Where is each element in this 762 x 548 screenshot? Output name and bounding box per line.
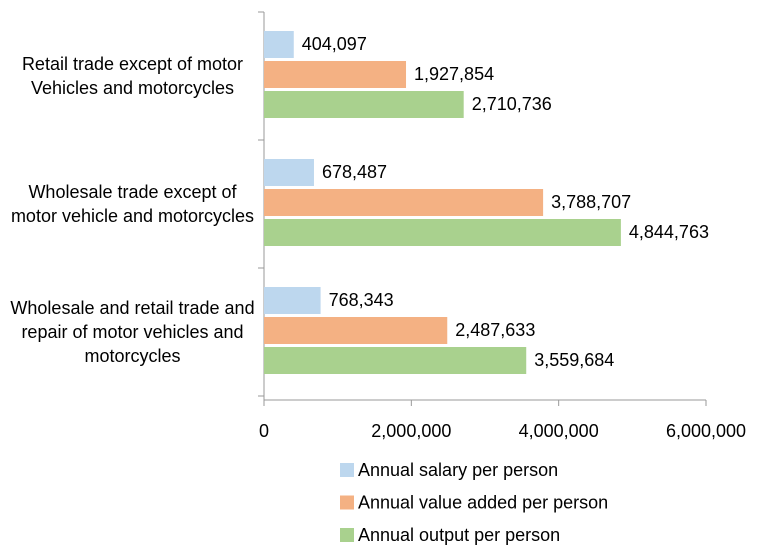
bar <box>264 347 527 374</box>
legend-swatch <box>340 528 354 542</box>
value-label: 768,343 <box>329 290 394 310</box>
y-tick-label: Retail trade except of motor Vehicles an… <box>21 54 244 98</box>
value-label: 678,487 <box>322 162 387 182</box>
bar <box>264 317 448 344</box>
value-label: 3,559,684 <box>534 350 614 370</box>
legend-label: Annual output per person <box>358 525 560 545</box>
bar <box>264 219 621 246</box>
x-tick-label: 4,000,000 <box>519 421 599 441</box>
y-tick-label: Wholesale and retail trade and repair of… <box>10 298 255 366</box>
x-tick-label: 2,000,000 <box>371 421 451 441</box>
x-tick-label: 0 <box>259 421 269 441</box>
x-tick-label: 6,000,000 <box>666 421 746 441</box>
bar <box>264 91 464 118</box>
value-label: 3,788,707 <box>551 192 631 212</box>
y-tick-label: Wholesale trade except of motor vehicle … <box>10 182 255 226</box>
bar <box>264 159 314 186</box>
bar <box>264 287 321 314</box>
value-label: 4,844,763 <box>629 222 709 242</box>
bar <box>264 31 294 58</box>
value-label: 2,710,736 <box>472 94 552 114</box>
value-label: 404,097 <box>302 34 367 54</box>
legend-swatch <box>340 495 354 510</box>
legend-swatch <box>340 463 354 477</box>
value-label: 2,487,633 <box>455 320 535 340</box>
value-label: 1,927,854 <box>414 64 494 84</box>
bar <box>264 189 544 216</box>
bar <box>264 61 407 88</box>
legend-label: Annual salary per person <box>358 460 558 480</box>
legend-label: Annual value added per person <box>358 492 608 512</box>
